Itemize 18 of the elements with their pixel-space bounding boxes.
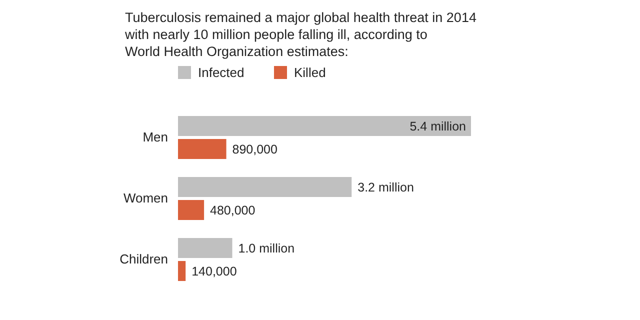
data-label: 1.0 million bbox=[238, 242, 295, 256]
bar bbox=[178, 261, 186, 281]
legend-label: Killed bbox=[294, 65, 326, 80]
y-tick-label: Women bbox=[123, 190, 168, 206]
data-label: 890,000 bbox=[232, 142, 278, 156]
bar bbox=[178, 177, 352, 197]
bar bbox=[178, 238, 232, 258]
bar bbox=[178, 139, 226, 159]
data-label: 480,000 bbox=[210, 204, 256, 218]
y-tick-label: Children bbox=[120, 252, 168, 266]
bar bbox=[178, 116, 471, 136]
chart-title: Tuberculosis remained a major global health threat in 2014 with nearly 10 million people falling ill, according to World Health Organization estimates: bbox=[124, 10, 477, 59]
y-tick-label: Men bbox=[142, 130, 168, 144]
bar bbox=[178, 200, 204, 220]
data-label: 140,000 bbox=[192, 264, 237, 278]
data-label: 5.4 million bbox=[410, 120, 466, 134]
legend-label: Infected bbox=[198, 65, 244, 80]
data-label: 3.2 million bbox=[358, 180, 414, 194]
